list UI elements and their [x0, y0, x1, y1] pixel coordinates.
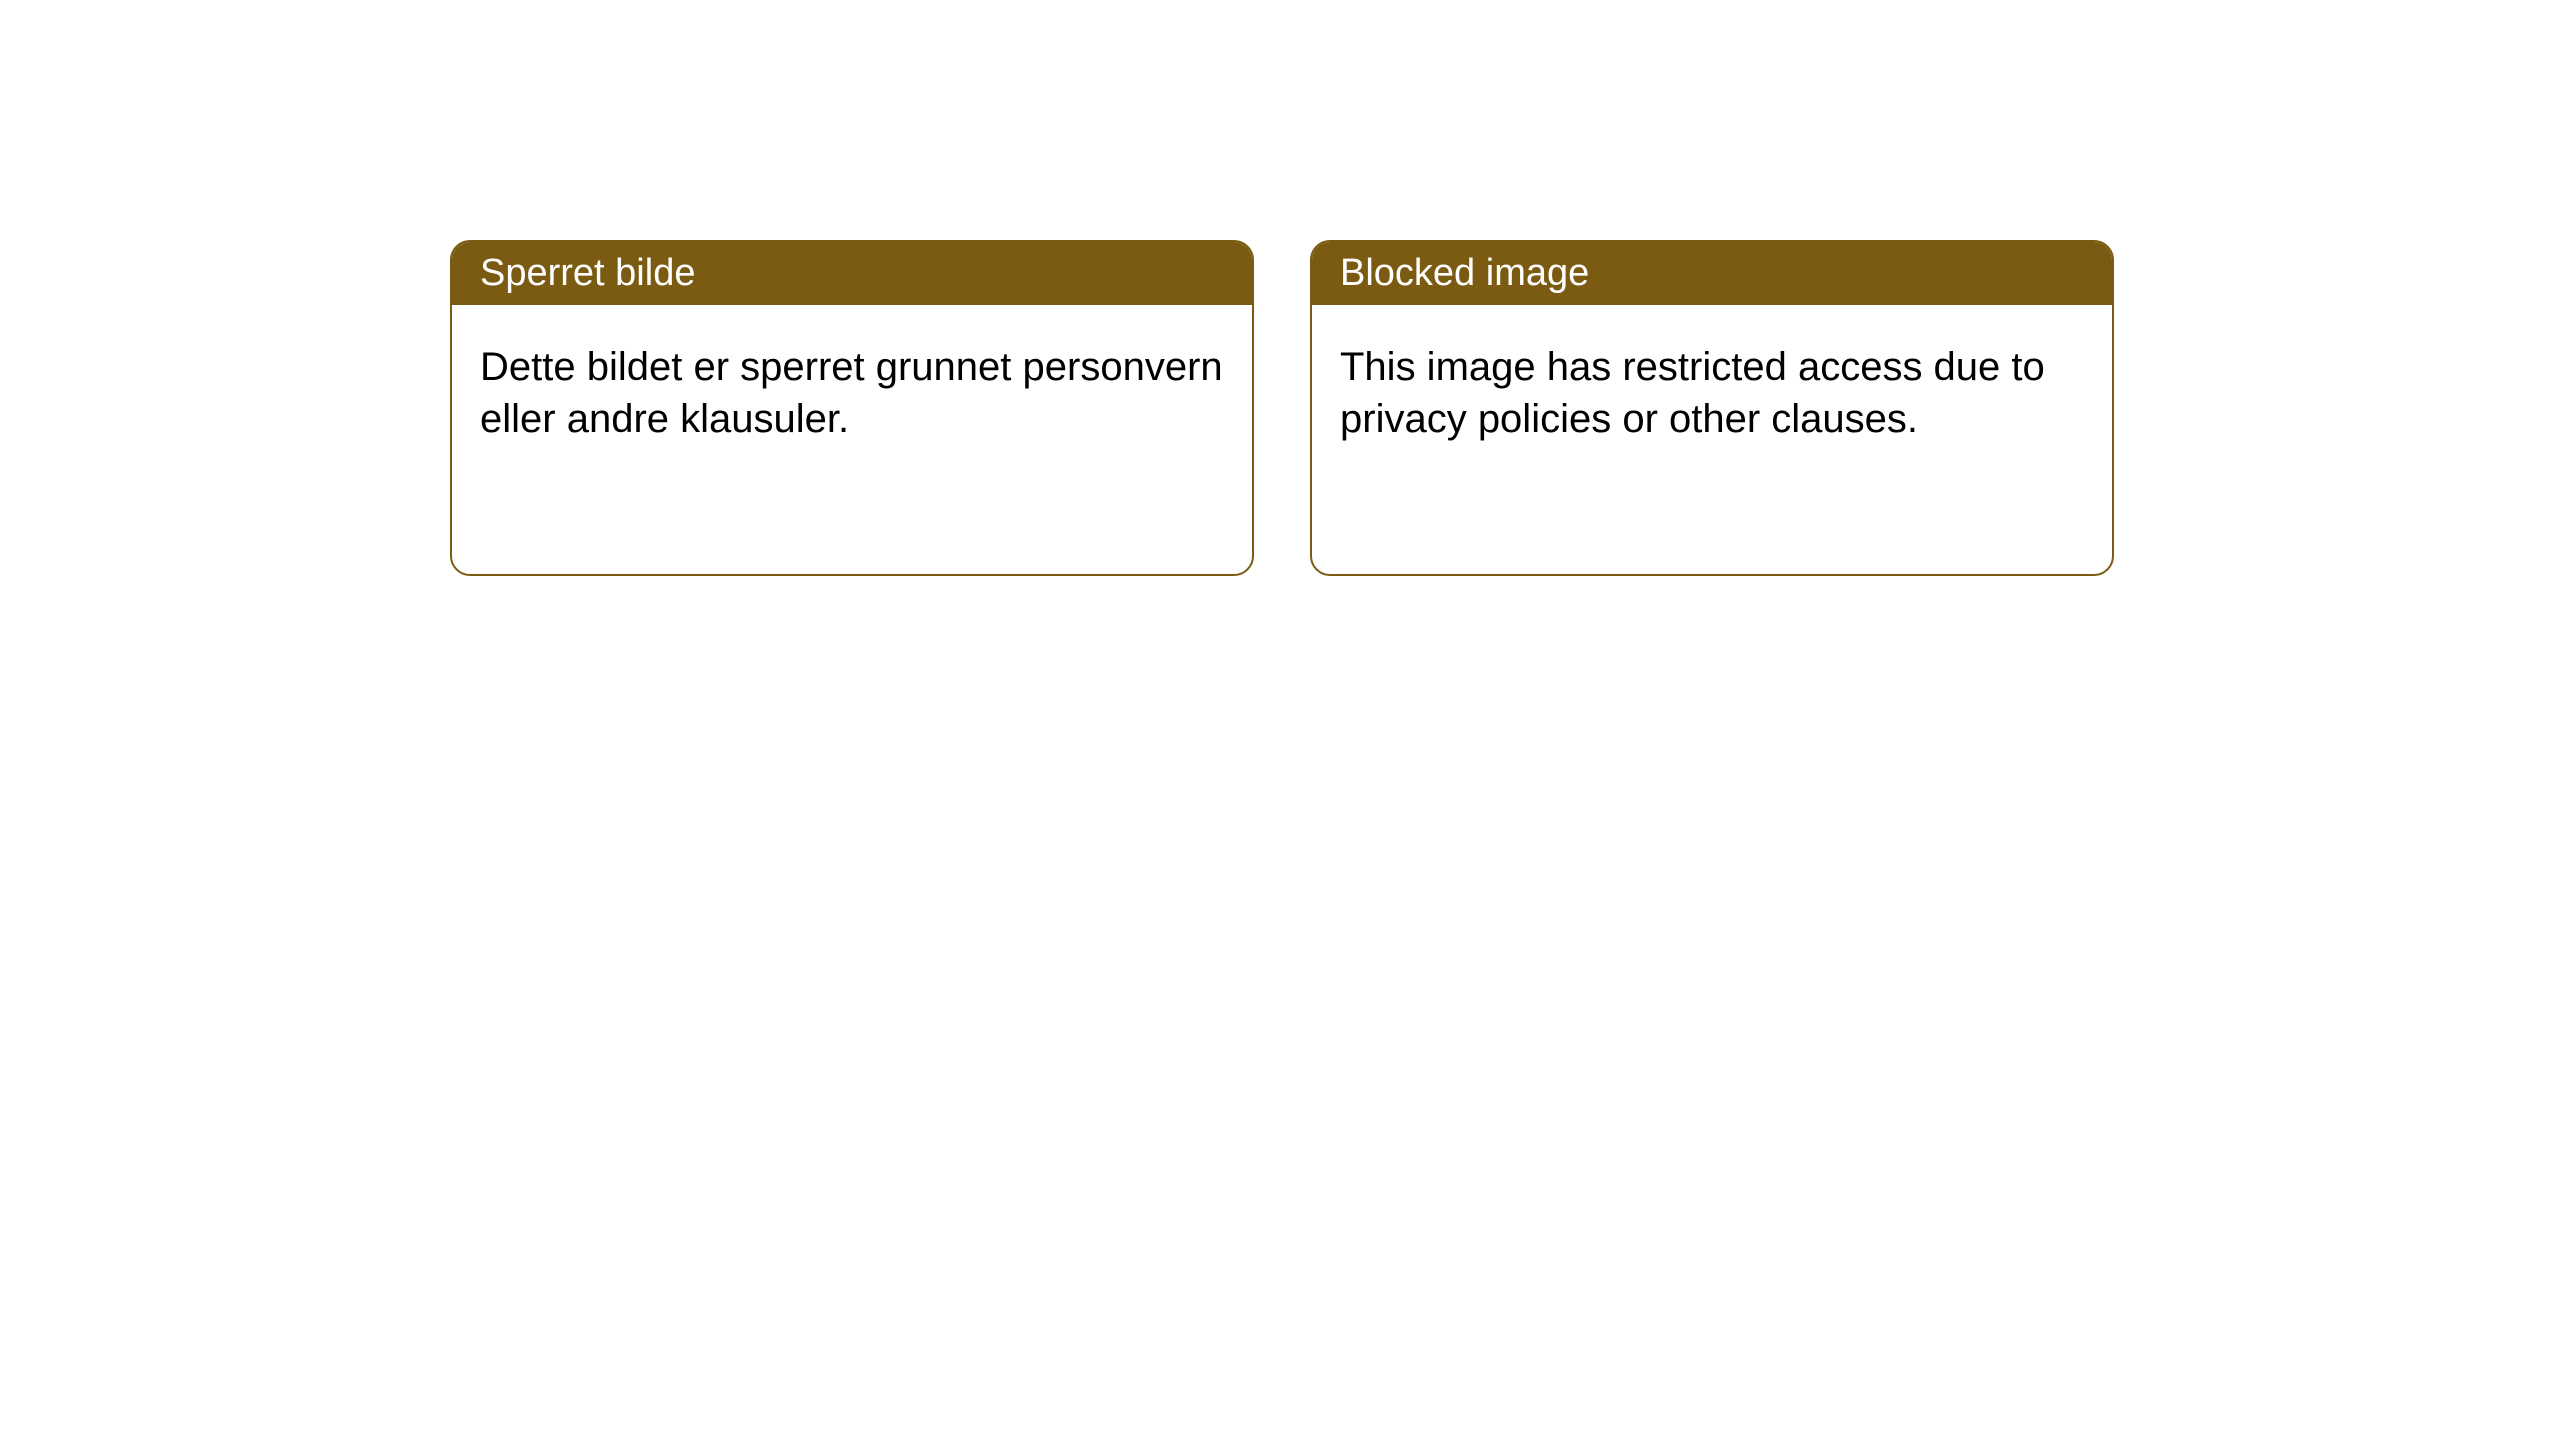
blocked-image-card-english: Blocked image This image has restricted …	[1310, 240, 2114, 576]
blocked-image-card-norwegian: Sperret bilde Dette bildet er sperret gr…	[450, 240, 1254, 576]
card-body-norwegian: Dette bildet er sperret grunnet personve…	[452, 305, 1252, 481]
notice-container: Sperret bilde Dette bildet er sperret gr…	[0, 0, 2560, 576]
card-title-english: Blocked image	[1340, 252, 1589, 294]
card-header-english: Blocked image	[1312, 242, 2112, 305]
card-text-norwegian: Dette bildet er sperret grunnet personve…	[480, 345, 1223, 441]
card-body-english: This image has restricted access due to …	[1312, 305, 2112, 481]
card-text-english: This image has restricted access due to …	[1340, 345, 2045, 441]
card-header-norwegian: Sperret bilde	[452, 242, 1252, 305]
card-title-norwegian: Sperret bilde	[480, 252, 695, 294]
